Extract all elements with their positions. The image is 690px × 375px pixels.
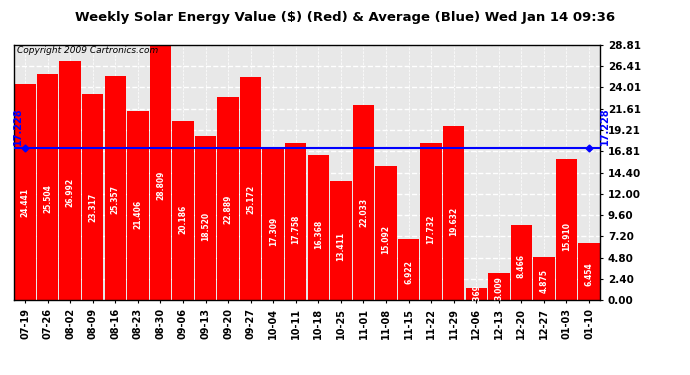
Bar — [533, 257, 555, 300]
Bar — [240, 77, 262, 300]
Bar — [308, 155, 329, 300]
Text: 16.368: 16.368 — [314, 220, 323, 249]
Bar — [14, 84, 36, 300]
Text: 22.033: 22.033 — [359, 198, 368, 227]
Text: 17.732: 17.732 — [426, 214, 435, 244]
Text: 19.632: 19.632 — [449, 207, 458, 236]
Bar — [420, 143, 442, 300]
Bar — [511, 225, 532, 300]
Text: 25.357: 25.357 — [111, 184, 120, 213]
Bar — [331, 181, 352, 300]
Text: 17.758: 17.758 — [291, 214, 300, 244]
Text: 24.441: 24.441 — [21, 188, 30, 217]
Bar — [82, 94, 104, 300]
Text: 25.504: 25.504 — [43, 184, 52, 213]
Text: 22.889: 22.889 — [224, 194, 233, 224]
Bar — [375, 166, 397, 300]
Bar — [195, 136, 216, 300]
Bar — [217, 98, 239, 300]
Text: Copyright 2009 Cartronics.com: Copyright 2009 Cartronics.com — [17, 46, 158, 55]
Bar — [59, 61, 81, 300]
Text: 15.910: 15.910 — [562, 222, 571, 251]
Text: 6.922: 6.922 — [404, 261, 413, 284]
Bar — [105, 76, 126, 300]
Text: 28.809: 28.809 — [156, 171, 165, 200]
Text: 23.317: 23.317 — [88, 192, 97, 222]
Text: 20.186: 20.186 — [179, 205, 188, 234]
Bar — [172, 122, 194, 300]
Text: 21.406: 21.406 — [133, 200, 142, 229]
Bar — [466, 288, 487, 300]
Text: 26.992: 26.992 — [66, 178, 75, 207]
Text: 4.875: 4.875 — [540, 268, 549, 292]
Text: 18.520: 18.520 — [201, 211, 210, 241]
Bar — [150, 45, 171, 300]
Text: 6.454: 6.454 — [584, 262, 593, 286]
Text: 15.092: 15.092 — [382, 225, 391, 254]
Bar — [262, 147, 284, 300]
Bar — [555, 159, 577, 300]
Text: 3.009: 3.009 — [494, 276, 503, 300]
Bar — [488, 273, 509, 300]
Bar — [353, 105, 374, 300]
Text: 17.228: 17.228 — [13, 107, 23, 145]
Text: 13.411: 13.411 — [337, 232, 346, 261]
Text: 17.228: 17.228 — [600, 107, 610, 145]
Text: 8.466: 8.466 — [517, 254, 526, 278]
Bar — [398, 239, 420, 300]
Text: 25.172: 25.172 — [246, 185, 255, 214]
Bar — [285, 143, 306, 300]
Bar — [37, 74, 59, 300]
Text: 17.309: 17.309 — [268, 216, 277, 246]
Text: Weekly Solar Energy Value ($) (Red) & Average (Blue) Wed Jan 14 09:36: Weekly Solar Energy Value ($) (Red) & Av… — [75, 11, 615, 24]
Bar — [443, 126, 464, 300]
Bar — [127, 111, 148, 300]
Text: 1.369: 1.369 — [472, 284, 481, 308]
Bar — [578, 243, 600, 300]
